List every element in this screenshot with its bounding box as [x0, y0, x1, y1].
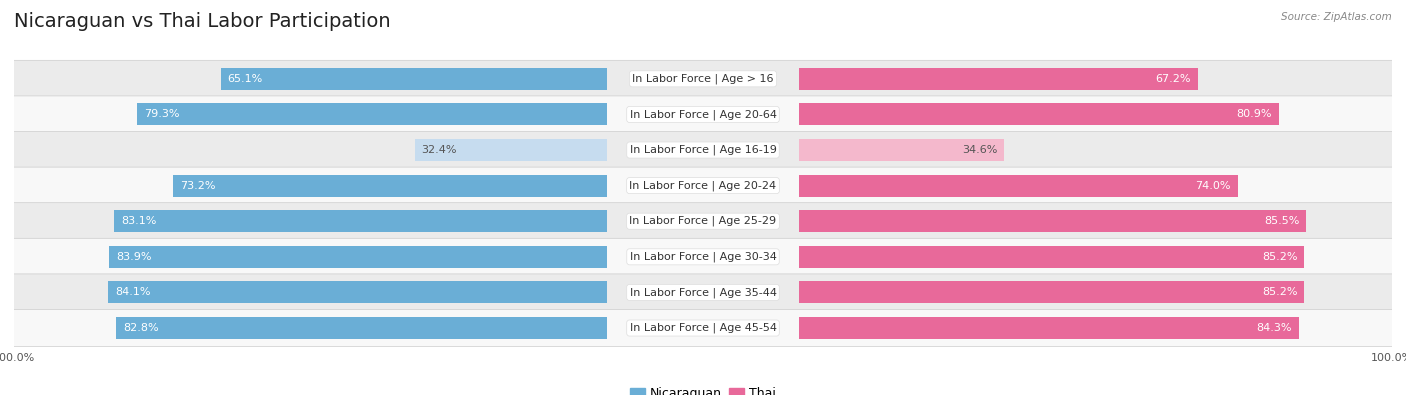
- Text: 79.3%: 79.3%: [143, 109, 179, 119]
- FancyBboxPatch shape: [0, 167, 1406, 204]
- Bar: [110, 246, 606, 268]
- Text: 34.6%: 34.6%: [962, 145, 998, 155]
- Text: In Labor Force | Age 20-64: In Labor Force | Age 20-64: [630, 109, 776, 120]
- Text: 32.4%: 32.4%: [422, 145, 457, 155]
- Text: 83.9%: 83.9%: [117, 252, 152, 262]
- Bar: [800, 246, 1305, 268]
- Text: In Labor Force | Age 20-24: In Labor Force | Age 20-24: [630, 181, 776, 191]
- Bar: [800, 139, 1004, 161]
- Text: 82.8%: 82.8%: [122, 323, 159, 333]
- Text: In Labor Force | Age 45-54: In Labor Force | Age 45-54: [630, 323, 776, 333]
- FancyBboxPatch shape: [0, 274, 1406, 311]
- Text: In Labor Force | Age 30-34: In Labor Force | Age 30-34: [630, 252, 776, 262]
- Bar: [800, 103, 1279, 126]
- Bar: [800, 68, 1198, 90]
- Bar: [415, 139, 606, 161]
- FancyBboxPatch shape: [0, 238, 1406, 275]
- Bar: [800, 210, 1306, 232]
- Bar: [800, 175, 1237, 197]
- Bar: [115, 317, 606, 339]
- Bar: [136, 103, 606, 126]
- Text: Nicaraguan vs Thai Labor Participation: Nicaraguan vs Thai Labor Participation: [14, 12, 391, 31]
- FancyBboxPatch shape: [0, 132, 1406, 169]
- Legend: Nicaraguan, Thai: Nicaraguan, Thai: [624, 382, 782, 395]
- Text: 85.2%: 85.2%: [1261, 252, 1298, 262]
- Text: In Labor Force | Age 16-19: In Labor Force | Age 16-19: [630, 145, 776, 155]
- Text: 84.1%: 84.1%: [115, 288, 150, 297]
- Bar: [800, 317, 1299, 339]
- Bar: [800, 281, 1305, 303]
- Bar: [114, 210, 606, 232]
- FancyBboxPatch shape: [0, 203, 1406, 240]
- Text: 65.1%: 65.1%: [228, 74, 263, 84]
- FancyBboxPatch shape: [0, 60, 1406, 97]
- Text: 73.2%: 73.2%: [180, 181, 215, 191]
- Text: Source: ZipAtlas.com: Source: ZipAtlas.com: [1281, 12, 1392, 22]
- Bar: [108, 281, 606, 303]
- Text: In Labor Force | Age > 16: In Labor Force | Age > 16: [633, 73, 773, 84]
- Text: In Labor Force | Age 35-44: In Labor Force | Age 35-44: [630, 287, 776, 298]
- FancyBboxPatch shape: [0, 310, 1406, 346]
- Text: 67.2%: 67.2%: [1156, 74, 1191, 84]
- Text: 84.3%: 84.3%: [1257, 323, 1292, 333]
- Text: 85.2%: 85.2%: [1261, 288, 1298, 297]
- Text: 85.5%: 85.5%: [1264, 216, 1299, 226]
- Bar: [173, 175, 606, 197]
- Text: 83.1%: 83.1%: [121, 216, 156, 226]
- Text: 74.0%: 74.0%: [1195, 181, 1232, 191]
- Text: In Labor Force | Age 25-29: In Labor Force | Age 25-29: [630, 216, 776, 226]
- Text: 80.9%: 80.9%: [1236, 109, 1272, 119]
- Bar: [221, 68, 606, 90]
- FancyBboxPatch shape: [0, 96, 1406, 133]
